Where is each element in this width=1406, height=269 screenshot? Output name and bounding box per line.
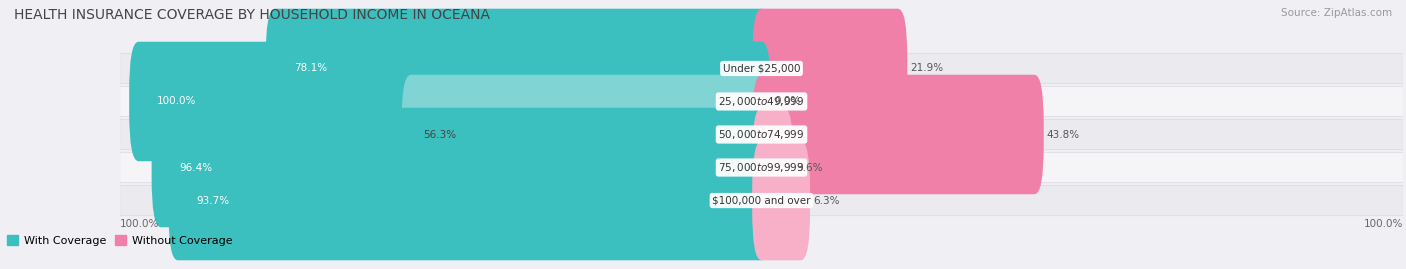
Text: 93.7%: 93.7% xyxy=(197,196,229,206)
FancyBboxPatch shape xyxy=(752,141,810,260)
FancyBboxPatch shape xyxy=(152,108,770,227)
Text: $100,000 and over: $100,000 and over xyxy=(713,196,811,206)
Text: 43.8%: 43.8% xyxy=(1047,129,1080,140)
FancyBboxPatch shape xyxy=(120,119,1403,150)
Text: $25,000 to $49,999: $25,000 to $49,999 xyxy=(718,95,804,108)
Text: Source: ZipAtlas.com: Source: ZipAtlas.com xyxy=(1281,8,1392,18)
FancyBboxPatch shape xyxy=(169,141,770,260)
FancyBboxPatch shape xyxy=(120,86,1403,117)
FancyBboxPatch shape xyxy=(120,185,1403,216)
Text: HEALTH INSURANCE COVERAGE BY HOUSEHOLD INCOME IN OCEANA: HEALTH INSURANCE COVERAGE BY HOUSEHOLD I… xyxy=(14,8,491,22)
FancyBboxPatch shape xyxy=(120,152,1403,183)
FancyBboxPatch shape xyxy=(752,108,793,227)
Text: Under $25,000: Under $25,000 xyxy=(723,63,800,73)
Text: 78.1%: 78.1% xyxy=(294,63,326,73)
Text: 21.9%: 21.9% xyxy=(911,63,943,73)
FancyBboxPatch shape xyxy=(129,42,770,161)
Text: $75,000 to $99,999: $75,000 to $99,999 xyxy=(718,161,804,174)
Text: 56.3%: 56.3% xyxy=(423,129,457,140)
Text: 3.6%: 3.6% xyxy=(796,162,823,172)
Text: 100.0%: 100.0% xyxy=(120,219,159,229)
FancyBboxPatch shape xyxy=(120,53,1403,84)
Text: 100.0%: 100.0% xyxy=(157,97,197,107)
Legend: With Coverage, Without Coverage: With Coverage, Without Coverage xyxy=(3,231,236,250)
Text: 0.0%: 0.0% xyxy=(773,97,800,107)
Text: $50,000 to $74,999: $50,000 to $74,999 xyxy=(718,128,804,141)
Text: 96.4%: 96.4% xyxy=(180,162,212,172)
FancyBboxPatch shape xyxy=(266,9,770,128)
Text: 100.0%: 100.0% xyxy=(1364,219,1403,229)
Text: 6.3%: 6.3% xyxy=(813,196,839,206)
FancyBboxPatch shape xyxy=(752,75,1043,194)
FancyBboxPatch shape xyxy=(752,9,907,128)
FancyBboxPatch shape xyxy=(402,75,770,194)
